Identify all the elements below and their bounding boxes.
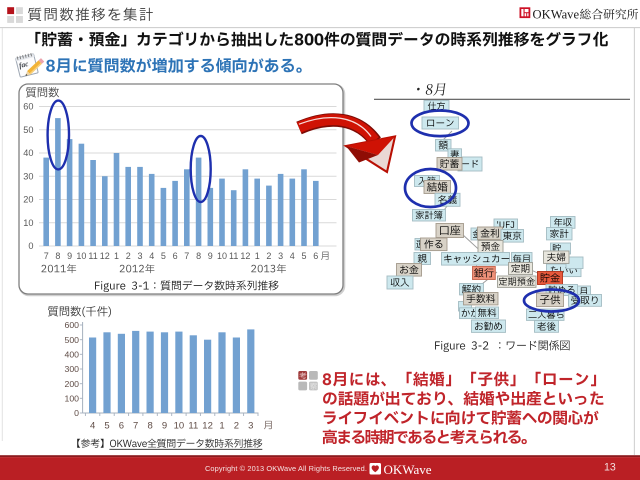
svg-text:0: 0: [28, 241, 33, 251]
svg-text:3: 3: [248, 421, 253, 432]
svg-text:OKWave: OKWave: [533, 8, 580, 22]
svg-text:5: 5: [104, 421, 109, 432]
svg-text:4: 4: [90, 421, 95, 432]
svg-text:4: 4: [290, 251, 295, 261]
svg-text:500: 500: [65, 335, 80, 345]
svg-text:1: 1: [255, 251, 260, 261]
svg-text:3: 3: [137, 251, 142, 261]
svg-text:20: 20: [23, 195, 33, 205]
svg-text:11: 11: [88, 251, 97, 261]
svg-text:9: 9: [208, 251, 213, 261]
svg-text:100: 100: [65, 393, 80, 403]
svg-text:8: 8: [55, 251, 60, 261]
svg-text:300: 300: [65, 364, 80, 374]
svg-text:600: 600: [65, 320, 80, 330]
svg-text:400: 400: [65, 349, 80, 359]
svg-text:7: 7: [44, 251, 49, 261]
svg-text:3: 3: [278, 251, 283, 261]
svg-text:Copyright © 2013 OKWave All Ri: Copyright © 2013 OKWave All Rights Reser…: [205, 464, 367, 473]
svg-text:8: 8: [147, 421, 152, 432]
svg-text:12: 12: [240, 251, 250, 261]
svg-text:40: 40: [23, 148, 33, 158]
svg-text:fac: fac: [18, 59, 30, 70]
svg-text:9: 9: [162, 421, 167, 432]
svg-text:9: 9: [67, 251, 72, 261]
svg-text:12: 12: [202, 421, 213, 432]
svg-text:2: 2: [266, 251, 271, 261]
svg-text:4: 4: [149, 251, 154, 261]
svg-text:10: 10: [174, 421, 185, 432]
svg-text:6: 6: [173, 251, 178, 261]
svg-text:12: 12: [100, 251, 110, 261]
svg-text:5: 5: [301, 251, 306, 261]
svg-text:50: 50: [23, 125, 33, 135]
svg-text:6: 6: [313, 251, 318, 261]
svg-text:30: 30: [23, 171, 33, 181]
svg-text:200: 200: [65, 379, 80, 389]
svg-text:2: 2: [234, 421, 239, 432]
svg-text:1: 1: [219, 421, 224, 432]
svg-text:OKWave: OKWave: [384, 462, 432, 477]
svg-text:8: 8: [196, 251, 201, 261]
svg-text:7: 7: [133, 421, 138, 432]
svg-text:7: 7: [184, 251, 189, 261]
svg-text:6: 6: [119, 421, 124, 432]
svg-text:60: 60: [23, 102, 33, 112]
svg-text:10: 10: [76, 251, 86, 261]
svg-text:13: 13: [604, 461, 616, 473]
svg-text:2: 2: [126, 251, 131, 261]
svg-text:10: 10: [23, 218, 33, 228]
svg-text:1: 1: [114, 251, 119, 261]
svg-text:11: 11: [188, 421, 198, 432]
svg-text:5: 5: [161, 251, 166, 261]
svg-text:11: 11: [229, 251, 238, 261]
svg-text:10: 10: [217, 251, 227, 261]
svg-text:0: 0: [74, 408, 79, 418]
